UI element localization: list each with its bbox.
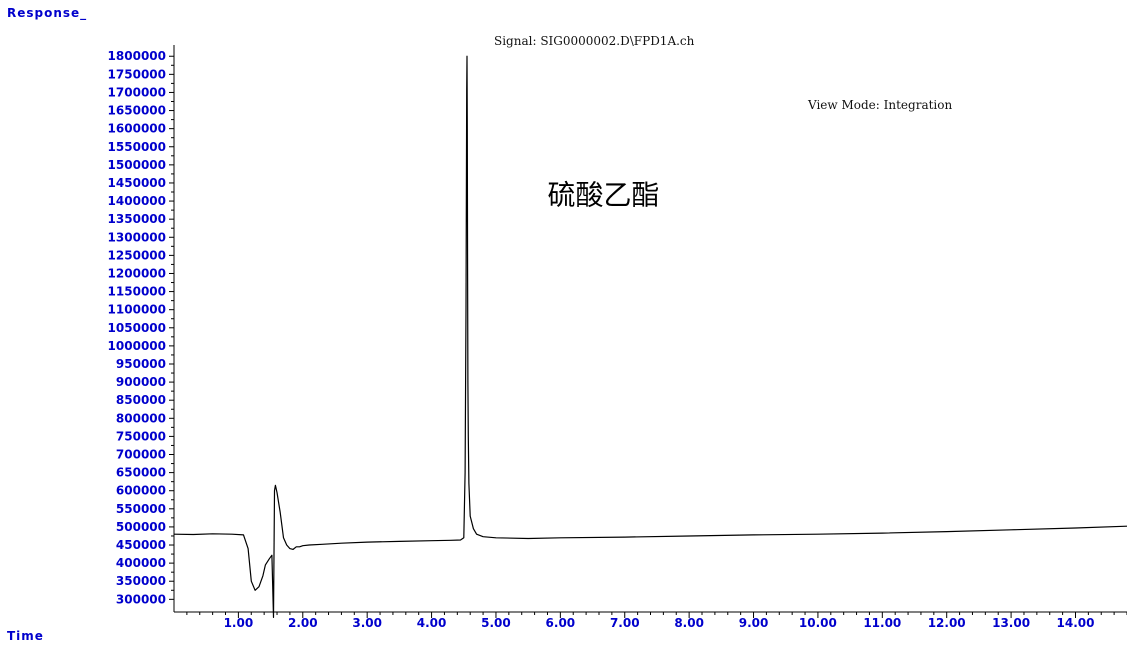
x-tick-label: 2.00 — [288, 616, 318, 630]
x-tick-label: 12.00 — [928, 616, 966, 630]
y-tick-label: 1600000 — [108, 122, 166, 136]
y-tick-label: 1400000 — [108, 194, 166, 208]
y-tick-label: 1150000 — [108, 285, 166, 299]
y-tick-label: 1750000 — [108, 67, 166, 81]
x-tick-label: 7.00 — [610, 616, 640, 630]
series-line-0 — [173, 55, 1127, 619]
x-tick-label: 11.00 — [863, 616, 901, 630]
x-tick-label: 9.00 — [739, 616, 769, 630]
y-tick-label: 700000 — [116, 448, 166, 462]
x-tick-label: 10.00 — [799, 616, 837, 630]
y-tick-label: 1100000 — [108, 303, 166, 317]
x-tick-label: 5.00 — [481, 616, 511, 630]
y-tick-label: 1350000 — [108, 212, 166, 226]
y-axis-label: Response_ — [7, 6, 87, 21]
y-tick-label: 950000 — [116, 357, 166, 371]
y-tick-label: 1250000 — [108, 248, 166, 262]
y-tick-label: 450000 — [116, 538, 166, 552]
y-axis: 300000 350000 400000 450000 500000 550000 6000… — [108, 45, 175, 612]
y-tick-label: 1300000 — [108, 230, 166, 244]
x-tick-label: 6.00 — [546, 616, 576, 630]
peak-annotation: 硫酸乙酯 — [547, 179, 659, 212]
x-tick-label: 14.00 — [1057, 616, 1095, 630]
y-tick-label: 850000 — [116, 393, 166, 407]
x-axis-label: Time — [7, 629, 44, 643]
y-tick-label: 1700000 — [108, 85, 166, 99]
x-tick-label: 3.00 — [352, 616, 382, 630]
annotation-layer: 硫酸乙酯 — [547, 179, 659, 212]
y-tick-label: 1500000 — [108, 158, 166, 172]
signal-label: Signal: SIG0000002.D\FPD1A.ch — [494, 34, 695, 48]
y-tick-label: 1200000 — [108, 266, 166, 280]
x-tick-label: 8.00 — [674, 616, 704, 630]
y-tick-label: 550000 — [116, 502, 166, 516]
y-tick-label: 650000 — [116, 466, 166, 480]
y-tick-label: 300000 — [116, 592, 166, 606]
plot-series — [173, 55, 1127, 619]
x-axis: 1.00 2.00 3.00 4.00 5.00 6.00 7.00 8.00 9.00 10.0… — [174, 611, 1127, 630]
x-tick-label: 1.00 — [224, 616, 254, 630]
y-tick-label: 1450000 — [108, 176, 166, 190]
y-tick-label: 900000 — [116, 375, 166, 389]
y-tick-label: 1650000 — [108, 104, 166, 118]
x-tick-label: 4.00 — [417, 616, 447, 630]
y-tick-label: 1550000 — [108, 140, 166, 154]
y-tick-label: 600000 — [116, 484, 166, 498]
y-tick-label: 400000 — [116, 556, 166, 570]
y-tick-label: 800000 — [116, 411, 166, 425]
view-mode-label: View Mode: Integration — [807, 98, 952, 112]
y-tick-label: 350000 — [116, 574, 166, 588]
x-tick-label: 13.00 — [992, 616, 1030, 630]
y-tick-label: 500000 — [116, 520, 166, 534]
y-tick-label: 1050000 — [108, 321, 166, 335]
y-tick-label: 750000 — [116, 429, 166, 443]
y-tick-label: 1800000 — [108, 49, 166, 63]
y-tick-label: 1000000 — [108, 339, 166, 353]
